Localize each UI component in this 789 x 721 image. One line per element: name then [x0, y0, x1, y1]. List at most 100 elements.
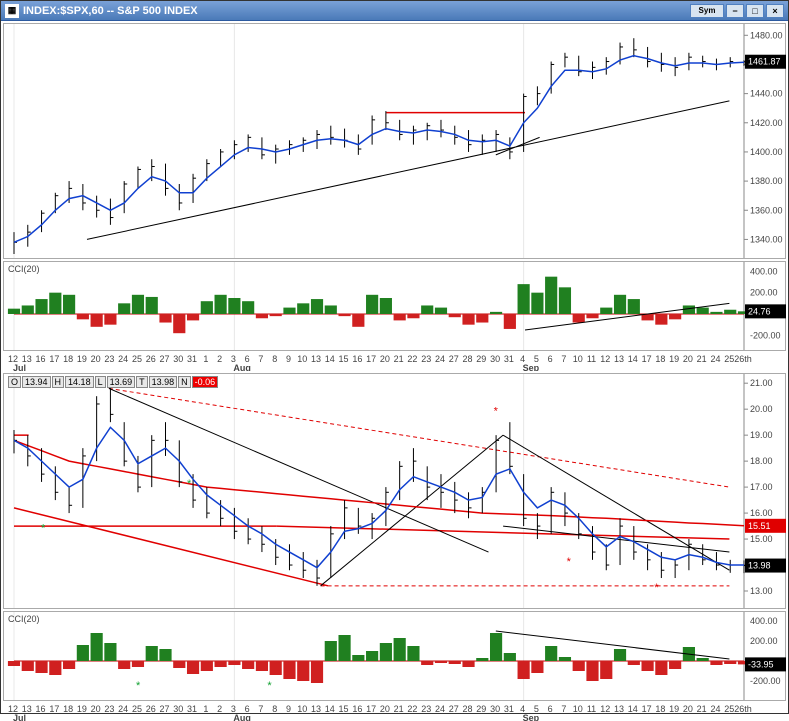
svg-text:24: 24	[710, 704, 720, 714]
svg-text:20: 20	[683, 354, 693, 364]
svg-text:14: 14	[628, 704, 638, 714]
svg-text:18: 18	[655, 354, 665, 364]
svg-text:Aug: Aug	[233, 713, 251, 721]
svg-text:400.00: 400.00	[750, 616, 778, 626]
svg-text:12: 12	[600, 704, 610, 714]
svg-text:25: 25	[132, 354, 142, 364]
ohlc-readout: O13.94 H14.18 L13.69 T13.98 N-0.06	[8, 376, 219, 388]
svg-text:Aug: Aug	[233, 363, 251, 371]
svg-text:14: 14	[325, 704, 335, 714]
svg-text:13: 13	[614, 704, 624, 714]
svg-text:1360.00: 1360.00	[750, 205, 783, 215]
svg-text:25: 25	[724, 704, 734, 714]
svg-text:10: 10	[297, 704, 307, 714]
svg-text:19: 19	[77, 354, 87, 364]
svg-text:26th: 26th	[734, 354, 752, 364]
close-button[interactable]: ×	[766, 4, 784, 18]
svg-text:16: 16	[352, 354, 362, 364]
svg-text:21: 21	[697, 354, 707, 364]
svg-text:29: 29	[476, 354, 486, 364]
svg-text:200.00: 200.00	[750, 288, 778, 298]
svg-text:12: 12	[600, 354, 610, 364]
titlebar: ▦ INDEX:$SPX,60 -- S&P 500 INDEX Sym − □…	[1, 1, 788, 21]
svg-text:24: 24	[118, 354, 128, 364]
svg-text:30: 30	[490, 704, 500, 714]
svg-text:19.00: 19.00	[750, 430, 773, 440]
svg-text:21.00: 21.00	[750, 378, 773, 388]
svg-text:17: 17	[642, 354, 652, 364]
svg-text:22: 22	[407, 354, 417, 364]
svg-text:16: 16	[352, 704, 362, 714]
svg-text:31: 31	[504, 354, 514, 364]
svg-text:15.51: 15.51	[748, 521, 771, 531]
price-panel-2[interactable]: O13.94 H14.18 L13.69 T13.98 N-0.06 13.00…	[3, 373, 786, 609]
svg-text:1: 1	[203, 354, 208, 364]
svg-text:1400.00: 1400.00	[750, 147, 783, 157]
svg-text:24: 24	[435, 704, 445, 714]
svg-text:28: 28	[463, 354, 473, 364]
svg-text:30: 30	[173, 704, 183, 714]
app-icon: ▦	[5, 4, 19, 18]
ohlc-o: O	[8, 376, 21, 388]
svg-text:15: 15	[339, 704, 349, 714]
cci-label-1: CCI(20)	[8, 264, 40, 274]
svg-text:13.98: 13.98	[748, 561, 771, 571]
svg-text:18.00: 18.00	[750, 456, 773, 466]
svg-text:9: 9	[286, 704, 291, 714]
svg-text:25: 25	[132, 704, 142, 714]
x-axis-1: 1213161718192023242526273031123678910131…	[3, 353, 786, 371]
svg-text:20.00: 20.00	[750, 404, 773, 414]
svg-text:18: 18	[63, 704, 73, 714]
svg-text:30: 30	[173, 354, 183, 364]
svg-text:28: 28	[463, 704, 473, 714]
svg-text:31: 31	[187, 704, 197, 714]
cci-panel-1[interactable]: CCI(20) -200.000.00200.00400.0024.76	[3, 261, 786, 351]
svg-text:10: 10	[573, 704, 583, 714]
svg-text:30: 30	[490, 354, 500, 364]
svg-text:27: 27	[449, 354, 459, 364]
svg-text:2: 2	[217, 704, 222, 714]
svg-text:23: 23	[421, 704, 431, 714]
svg-text:29: 29	[476, 704, 486, 714]
svg-text:17: 17	[49, 354, 59, 364]
svg-text:1461.87: 1461.87	[748, 57, 781, 67]
cci-label-2: CCI(20)	[8, 614, 40, 624]
svg-text:Sep: Sep	[523, 363, 540, 371]
svg-text:*: *	[267, 680, 272, 692]
svg-text:*: *	[187, 478, 192, 490]
svg-text:10: 10	[573, 354, 583, 364]
svg-text:27: 27	[160, 354, 170, 364]
minimize-button[interactable]: −	[726, 4, 744, 18]
svg-text:7: 7	[258, 354, 263, 364]
svg-text:22: 22	[407, 704, 417, 714]
svg-text:400.00: 400.00	[750, 266, 778, 276]
svg-text:11: 11	[587, 704, 596, 714]
svg-text:20: 20	[91, 704, 101, 714]
svg-text:16: 16	[36, 354, 46, 364]
svg-text:26: 26	[146, 704, 156, 714]
price-panel-1[interactable]: 1340.001360.001380.001400.001420.001440.…	[3, 23, 786, 259]
svg-text:20: 20	[683, 704, 693, 714]
svg-text:-33.95: -33.95	[748, 659, 774, 669]
cci-panel-2[interactable]: CCI(20) -200.000.00200.00400.00**-33.95	[3, 611, 786, 701]
svg-text:2: 2	[217, 354, 222, 364]
svg-text:18: 18	[655, 704, 665, 714]
svg-text:*: *	[494, 405, 499, 417]
svg-text:20: 20	[380, 704, 390, 714]
svg-text:15.00: 15.00	[750, 534, 773, 544]
svg-text:1340.00: 1340.00	[750, 234, 783, 244]
svg-text:17: 17	[642, 704, 652, 714]
svg-text:20: 20	[380, 354, 390, 364]
window-title: INDEX:$SPX,60 -- S&P 500 INDEX	[23, 5, 690, 17]
svg-text:26: 26	[146, 354, 156, 364]
ohlc-t: T	[136, 376, 148, 388]
svg-text:6: 6	[548, 354, 553, 364]
svg-text:13: 13	[614, 354, 624, 364]
svg-text:26th: 26th	[734, 704, 752, 714]
svg-text:1380.00: 1380.00	[750, 176, 783, 186]
symbol-button[interactable]: Sym	[690, 4, 724, 18]
maximize-button[interactable]: □	[746, 4, 764, 18]
svg-text:23: 23	[104, 354, 114, 364]
svg-text:14: 14	[628, 354, 638, 364]
svg-text:21: 21	[394, 704, 404, 714]
